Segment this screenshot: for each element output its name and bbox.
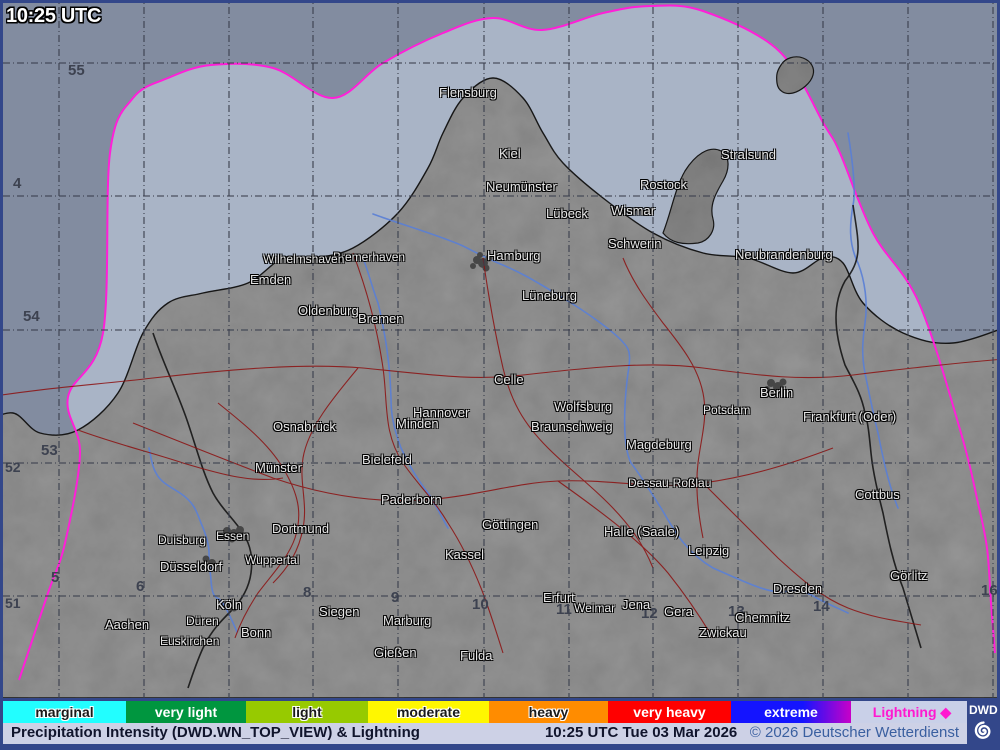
svg-text:52: 52 bbox=[5, 459, 21, 475]
svg-text:54: 54 bbox=[23, 308, 40, 325]
svg-text:9: 9 bbox=[391, 589, 399, 606]
svg-text:5: 5 bbox=[51, 569, 59, 586]
svg-text:4: 4 bbox=[13, 175, 22, 192]
svg-text:14: 14 bbox=[813, 598, 830, 615]
svg-text:6: 6 bbox=[136, 578, 144, 595]
svg-text:10: 10 bbox=[472, 596, 489, 613]
svg-text:51: 51 bbox=[5, 595, 21, 611]
svg-text:53: 53 bbox=[41, 442, 58, 459]
svg-text:8: 8 bbox=[303, 584, 311, 601]
svg-text:16: 16 bbox=[981, 582, 997, 599]
svg-text:55: 55 bbox=[68, 62, 85, 79]
